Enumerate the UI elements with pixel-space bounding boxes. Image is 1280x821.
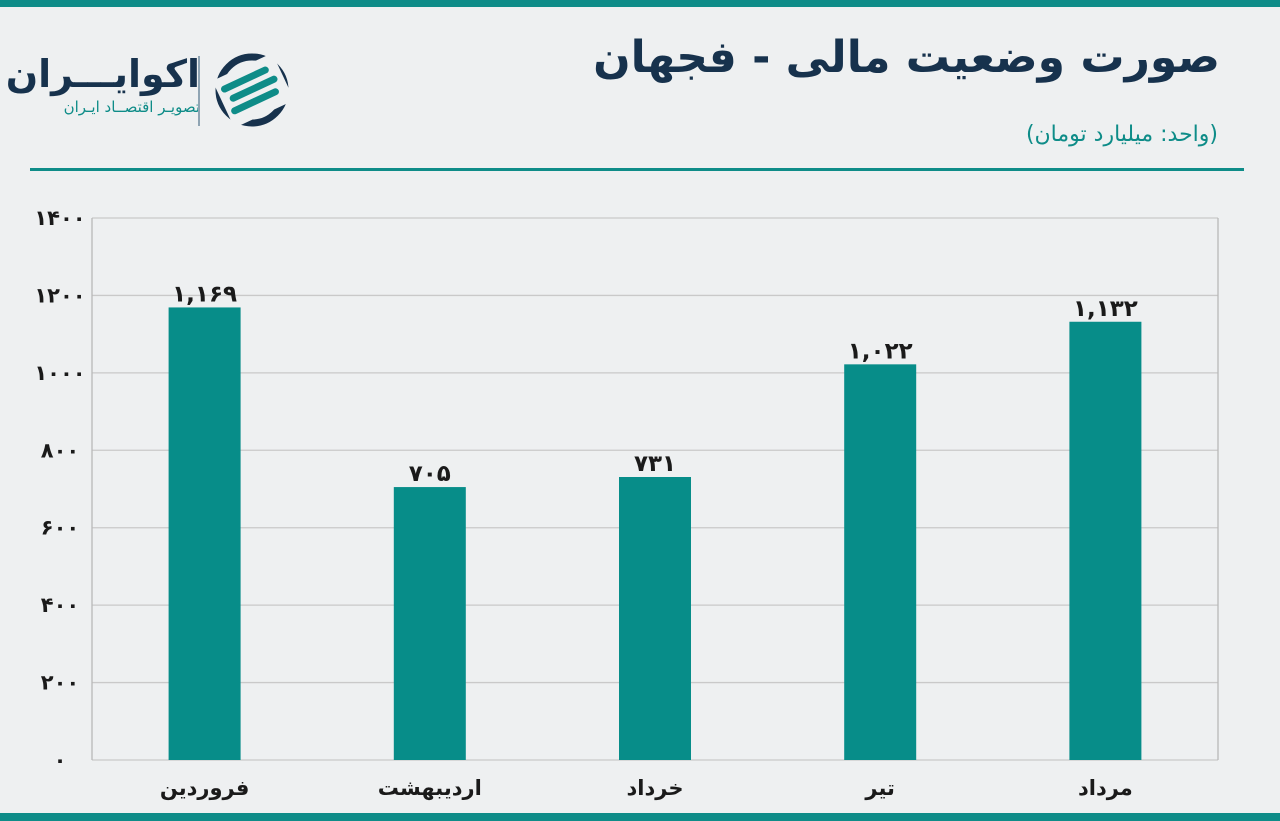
y-axis-ticks: ۰ ۲۰۰ ۴۰۰ ۶۰۰ ۸۰۰ ۱۰۰۰ ۱۲۰۰ ۱۴۰۰	[34, 206, 85, 772]
x-tick-label: تیر	[864, 776, 895, 800]
x-tick-label: مرداد	[1078, 776, 1133, 800]
y-tick-label: ۲۰۰	[41, 671, 79, 695]
unit-subtitle: (واحد: میلیارد تومان)	[1025, 122, 1218, 147]
logo-tagline: تصویـر اقتصــاد ایـران	[63, 98, 200, 116]
logo: اکوایـــران تصویـر اقتصــاد ایـران	[5, 52, 290, 130]
bar	[844, 364, 917, 760]
bar	[1069, 321, 1142, 760]
data-label: ۷۰۵	[409, 461, 451, 487]
y-tick-label: ۶۰۰	[41, 516, 79, 540]
data-label: ۱,۱۳۲	[1073, 296, 1138, 322]
logo-name: اکوایـــران	[5, 52, 200, 96]
y-tick-label: ۰	[54, 748, 67, 772]
y-tick-label: ۱۰۰۰	[34, 361, 85, 385]
data-label: ۷۳۱	[634, 451, 676, 477]
y-tick-label: ۱۲۰۰	[34, 283, 85, 307]
x-axis-labels: فروردین اردیبهشت خرداد تیر مرداد	[160, 776, 1133, 800]
x-tick-label: خرداد	[627, 776, 684, 800]
bar	[168, 307, 241, 760]
bar	[393, 487, 466, 760]
logo-divider	[198, 56, 200, 126]
bars	[168, 307, 1142, 760]
x-tick-label: اردیبهشت	[378, 776, 482, 800]
y-tick-label: ۸۰۰	[41, 438, 79, 462]
value-labels: ۱,۱۶۹ ۷۰۵ ۷۳۱ ۱,۰۲۲ ۱,۱۳۲	[172, 281, 1138, 487]
bar-chart: ۰ ۲۰۰ ۴۰۰ ۶۰۰ ۸۰۰ ۱۰۰۰ ۱۲۰۰ ۱۴۰۰ ۱,۱۶۹ ۷۰۵ ۷۳۱ ۱,۰…	[34, 206, 1219, 800]
logo-text: اکوایـــران تصویـر اقتصــاد ایـران	[5, 52, 200, 118]
bottom-accent-bar	[0, 813, 1280, 821]
y-tick-label: ۱۴۰۰	[34, 206, 85, 230]
logo-mark-icon	[214, 52, 290, 128]
x-tick-label: فروردین	[160, 776, 250, 800]
data-label: ۱,۰۲۲	[848, 338, 913, 364]
data-label: ۱,۱۶۹	[172, 281, 237, 307]
header-divider	[30, 168, 1244, 171]
page-title: صورت وضعیت مالی - فجهان	[593, 32, 1220, 83]
bar	[619, 476, 691, 760]
y-tick-label: ۴۰۰	[41, 593, 79, 617]
top-accent-bar	[0, 0, 1280, 7]
